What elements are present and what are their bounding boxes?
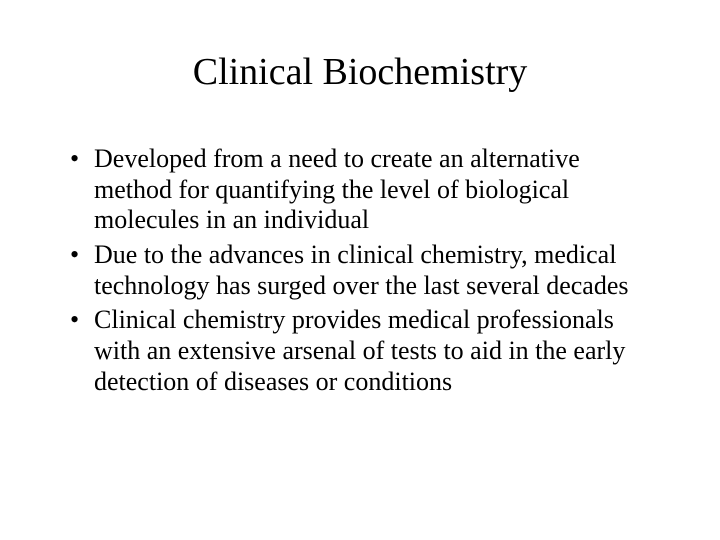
bullet-list: Developed from a need to create an alter… bbox=[70, 144, 660, 397]
slide-container: Clinical Biochemistry Developed from a n… bbox=[0, 0, 720, 540]
bullet-item: Clinical chemistry provides medical prof… bbox=[70, 305, 660, 397]
bullet-item: Developed from a need to create an alter… bbox=[70, 144, 660, 236]
bullet-item: Due to the advances in clinical chemistr… bbox=[70, 240, 660, 301]
slide-title: Clinical Biochemistry bbox=[60, 50, 660, 94]
